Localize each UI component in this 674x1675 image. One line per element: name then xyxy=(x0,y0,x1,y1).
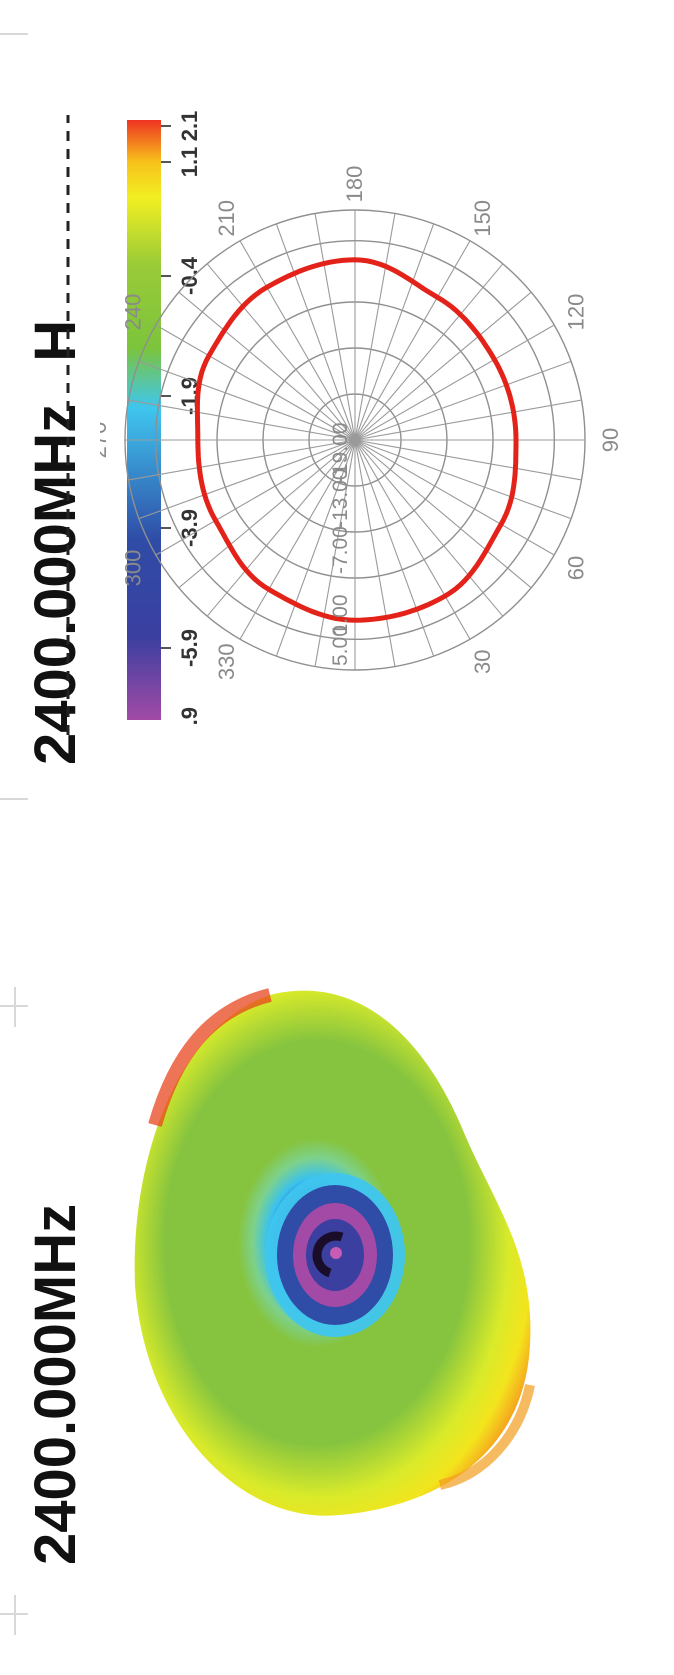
colorbar-tick-label: 1.1 xyxy=(177,147,202,178)
header-tick xyxy=(0,33,28,35)
polar-spoke xyxy=(354,360,572,441)
radial-tick-label: -19.00 xyxy=(329,422,352,482)
angle-tick-label: 30 xyxy=(470,649,495,673)
polar-spoke xyxy=(354,213,396,441)
polar-spoke xyxy=(354,439,532,589)
angle-tick-label: 180 xyxy=(342,166,367,203)
angle-tick-label: 330 xyxy=(214,643,239,680)
angle-tick-label: 210 xyxy=(214,200,239,237)
polar-labels: 5.001.00 -7.00-13.00-19.00 30 60 90 120 150 180… xyxy=(100,166,620,680)
polar-spoke xyxy=(354,439,435,657)
radial-tick-label: 5.00 xyxy=(329,625,352,666)
radial-tick-label: -7.00 xyxy=(329,526,352,574)
radial-tick-label: 1.00 xyxy=(329,594,352,635)
angle-tick-label: 240 xyxy=(120,294,145,331)
polar-spoke xyxy=(128,439,356,481)
polar-spoke xyxy=(206,263,356,441)
colorbar-tick-label: 2.1 xyxy=(177,111,202,142)
polar-spoke xyxy=(178,439,356,589)
angle-tick-label: 90 xyxy=(598,428,620,452)
polar-spoke xyxy=(178,291,356,441)
polar-spoke xyxy=(239,240,356,441)
polar-spoke xyxy=(314,213,356,441)
angle-tick-label: 300 xyxy=(120,550,145,587)
header-tick xyxy=(14,1595,16,1635)
polar-spoke xyxy=(275,439,356,657)
polar-spoke xyxy=(354,439,504,617)
colorbar-gradient xyxy=(127,120,161,720)
polar-spoke xyxy=(155,324,356,441)
polar-spoke xyxy=(354,240,471,441)
angle-tick-label: 270 xyxy=(100,422,111,459)
colorbar: 2.11.1-0.4-1.9-3.9-5.9-7.9 xyxy=(127,111,202,725)
polar-spoke xyxy=(354,439,396,667)
polar-series xyxy=(194,257,519,623)
polar-spoke xyxy=(354,291,532,441)
polar-spoke xyxy=(354,439,555,556)
angle-tick-label: 150 xyxy=(470,200,495,237)
polar-spoke xyxy=(354,439,572,520)
polar-spoke xyxy=(354,439,582,481)
radiation-3d-pattern xyxy=(134,988,535,1516)
polar-spoke xyxy=(354,223,435,441)
polar-spoke xyxy=(354,439,471,640)
polar-plot: 5.001.00 -7.00-13.00-19.00 30 60 90 120 150 180… xyxy=(100,166,620,680)
colorbar-tick-label: -5.9 xyxy=(177,629,202,667)
polar-grid xyxy=(124,209,586,671)
polar-spoke xyxy=(354,263,504,441)
header-tick xyxy=(0,798,28,800)
header-tick xyxy=(14,987,16,1027)
pattern-null-core xyxy=(265,1173,405,1337)
polar-spoke xyxy=(206,439,356,617)
polar-spoke xyxy=(354,399,582,441)
radial-tick-label: -13.00 xyxy=(329,468,352,528)
left-panel-title: 2400.000MHz xyxy=(23,1203,88,1565)
polar-spoke xyxy=(138,439,356,520)
polar-spoke xyxy=(314,439,356,667)
angle-tick-label: 120 xyxy=(564,294,589,331)
polar-spoke xyxy=(155,439,356,556)
polar-series-line xyxy=(194,257,519,623)
colorbar-tick-label: -7.9 xyxy=(177,707,202,725)
polar-spoke xyxy=(354,324,555,441)
polar-spoke xyxy=(275,223,356,441)
header-dashed-rule xyxy=(66,115,70,735)
polar-spoke xyxy=(138,360,356,441)
angle-tick-label: 60 xyxy=(564,556,589,580)
polar-spoke xyxy=(239,439,356,640)
colorbar-ticks: 2.11.1-0.4-1.9-3.9-5.9-7.9 xyxy=(161,111,202,725)
polar-spoke xyxy=(128,399,356,441)
